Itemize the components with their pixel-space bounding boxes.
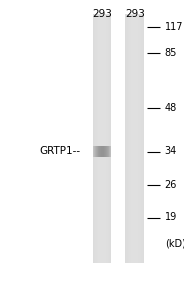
Bar bbox=[104, 14, 105, 262]
Text: 117: 117 bbox=[165, 22, 183, 32]
Text: 19: 19 bbox=[165, 212, 177, 223]
Bar bbox=[134, 14, 135, 262]
Bar bbox=[132, 14, 133, 262]
Bar bbox=[102, 146, 103, 157]
Bar bbox=[106, 14, 107, 262]
Bar bbox=[103, 146, 104, 157]
Bar bbox=[97, 146, 98, 157]
Text: GRTP1--: GRTP1-- bbox=[40, 146, 81, 157]
Bar bbox=[96, 146, 97, 157]
Bar bbox=[143, 14, 144, 262]
Bar bbox=[141, 14, 142, 262]
Bar bbox=[128, 14, 129, 262]
Bar bbox=[100, 14, 101, 262]
Bar bbox=[127, 14, 128, 262]
Bar bbox=[104, 146, 105, 157]
Bar bbox=[110, 14, 111, 262]
Text: 293: 293 bbox=[92, 9, 112, 19]
Bar bbox=[94, 14, 95, 262]
Bar bbox=[108, 14, 109, 262]
Text: 85: 85 bbox=[165, 47, 177, 58]
Bar bbox=[99, 146, 100, 157]
Bar bbox=[95, 14, 96, 262]
Bar bbox=[103, 14, 104, 262]
Bar bbox=[101, 14, 102, 262]
Bar bbox=[100, 146, 101, 157]
Bar bbox=[105, 14, 106, 262]
Bar bbox=[102, 14, 103, 262]
Bar bbox=[106, 146, 107, 157]
Bar bbox=[110, 146, 111, 157]
Bar bbox=[138, 14, 139, 262]
Bar bbox=[136, 14, 137, 262]
Bar bbox=[109, 14, 110, 262]
Bar bbox=[109, 146, 110, 157]
Bar bbox=[101, 146, 102, 157]
Bar bbox=[105, 146, 106, 157]
Bar bbox=[131, 14, 132, 262]
Bar bbox=[140, 14, 141, 262]
Bar bbox=[135, 14, 136, 262]
Bar bbox=[130, 14, 131, 262]
Bar bbox=[97, 14, 98, 262]
Bar bbox=[107, 14, 108, 262]
Bar bbox=[137, 14, 138, 262]
Bar bbox=[139, 14, 140, 262]
Text: 293: 293 bbox=[125, 9, 145, 19]
Text: 34: 34 bbox=[165, 146, 177, 157]
Bar bbox=[96, 14, 97, 262]
Text: 26: 26 bbox=[165, 179, 177, 190]
Bar bbox=[93, 14, 94, 262]
Bar bbox=[133, 14, 134, 262]
Bar bbox=[126, 14, 127, 262]
Bar bbox=[94, 146, 95, 157]
Bar bbox=[98, 14, 99, 262]
Bar bbox=[142, 14, 143, 262]
Bar bbox=[98, 146, 99, 157]
Bar bbox=[107, 146, 108, 157]
Bar bbox=[99, 14, 100, 262]
Bar bbox=[125, 14, 126, 262]
Bar bbox=[108, 146, 109, 157]
Bar bbox=[93, 146, 94, 157]
Bar bbox=[129, 14, 130, 262]
Text: 48: 48 bbox=[165, 103, 177, 113]
Bar bbox=[95, 146, 96, 157]
Text: (kD): (kD) bbox=[165, 238, 184, 248]
